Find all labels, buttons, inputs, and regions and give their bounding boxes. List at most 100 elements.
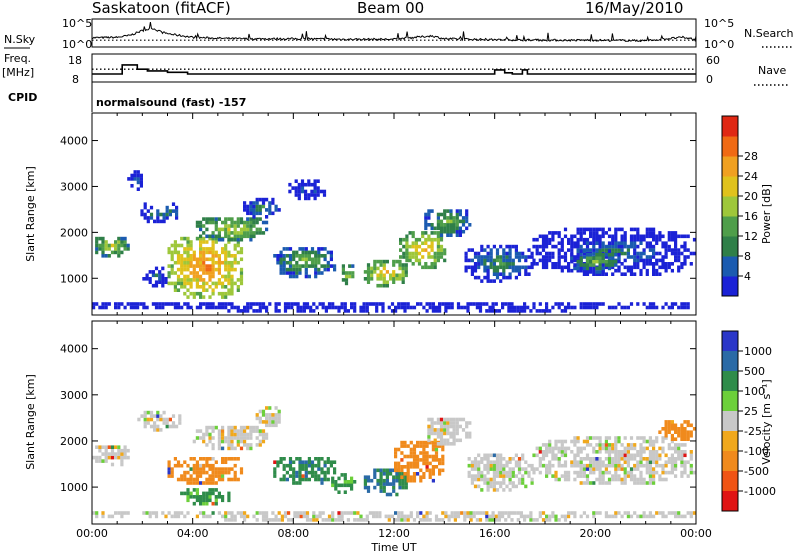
heatmap-cell	[636, 481, 640, 485]
heatmap-cell	[282, 474, 286, 478]
heatmap-cell	[686, 305, 690, 310]
heatmap-cell	[428, 468, 432, 473]
heatmap-cell	[227, 250, 231, 255]
heatmap-cell	[362, 518, 366, 522]
heatmap-cell	[236, 220, 240, 225]
heatmap-cell	[658, 457, 662, 461]
heatmap-cell	[629, 453, 634, 458]
heatmap-cell	[314, 250, 318, 255]
colorbar-tick-label: 25	[744, 405, 758, 418]
heatmap-cell	[221, 432, 225, 437]
heatmap-cell	[224, 291, 228, 296]
heatmap-cell	[385, 472, 389, 476]
heatmap-cell	[398, 475, 402, 479]
heatmap-cell	[589, 443, 593, 447]
heatmap-cell	[279, 477, 283, 482]
heatmap-cell	[455, 209, 459, 213]
heatmap-cell	[307, 196, 311, 201]
heatmap-cell	[495, 453, 500, 458]
heatmap-cell	[576, 266, 580, 271]
heatmap-cell	[258, 420, 262, 424]
heatmap-cell	[538, 258, 542, 263]
heatmap-cell	[149, 216, 154, 220]
heatmap-cell	[382, 472, 386, 476]
heatmap-cell	[670, 439, 674, 444]
heatmap-cell	[298, 271, 302, 275]
heatmap-cell	[214, 227, 218, 232]
heatmap-cell	[430, 421, 434, 425]
heatmap-cell	[486, 279, 490, 283]
heatmap-cell	[301, 477, 305, 482]
heatmap-cell	[592, 511, 596, 515]
heatmap-cell	[652, 460, 656, 464]
heatmap-cell	[614, 305, 618, 310]
heatmap-cell	[626, 244, 630, 249]
heatmap-cell	[480, 244, 484, 249]
heatmap-cell	[514, 248, 518, 252]
heatmap-cell	[645, 305, 649, 310]
heatmap-cell	[545, 262, 549, 266]
heatmap-cell	[607, 241, 612, 245]
heatmap-cell	[162, 219, 166, 224]
heatmap-cell	[317, 247, 321, 251]
heatmap-cell	[601, 463, 605, 468]
heatmap-cell	[592, 231, 596, 235]
heatmap-cell	[443, 216, 447, 220]
heatmap-cell	[202, 302, 206, 306]
heatmap-cell	[104, 305, 108, 310]
heatmap-cell	[403, 302, 407, 306]
heatmap-cell	[645, 244, 649, 249]
heatmap-cell	[585, 453, 590, 458]
heatmap-cell	[186, 488, 190, 492]
heatmap-cell	[431, 447, 435, 452]
heatmap-cell	[297, 186, 301, 190]
heatmap-cell	[425, 468, 429, 473]
heatmap-cell	[519, 511, 523, 515]
heatmap-cell	[265, 406, 269, 410]
heatmap-cell	[524, 460, 528, 464]
heatmap-cell	[652, 305, 656, 310]
heatmap-cell	[620, 227, 624, 232]
heatmap-cell	[470, 460, 474, 464]
heatmap-cell	[535, 446, 539, 451]
heatmap-cell	[246, 432, 250, 437]
heatmap-cell	[614, 244, 618, 249]
heatmap-cell	[120, 459, 124, 463]
heatmap-cell	[417, 258, 422, 263]
heatmap-cell	[387, 514, 391, 519]
heatmap-cell	[329, 460, 333, 464]
heatmap-cell	[661, 477, 665, 482]
heatmap-cell	[313, 196, 317, 201]
heatmap-cell	[362, 305, 366, 310]
heatmap-cell	[368, 302, 372, 306]
heatmap-cell	[227, 271, 231, 275]
heatmap-cell	[514, 474, 518, 478]
heatmap-cell	[661, 467, 665, 471]
heatmap-cell	[202, 439, 206, 444]
heatmap-cell	[431, 454, 435, 459]
heatmap-cell	[617, 450, 621, 454]
heatmap-cell	[120, 302, 124, 306]
heatmap-cell	[114, 452, 118, 456]
heatmap-cell	[427, 251, 431, 256]
heatmap-cell	[239, 432, 244, 437]
heatmap-cell	[548, 514, 552, 519]
heatmap-cell	[636, 234, 640, 239]
heatmap-cell	[501, 511, 505, 515]
heatmap-cell	[551, 511, 555, 515]
heatmap-cell	[589, 481, 593, 485]
heatmap-cell	[351, 274, 355, 279]
heatmap-cell	[224, 285, 228, 289]
heatmap-cell	[249, 446, 253, 451]
heatmap-cell	[483, 255, 487, 259]
heatmap-cell	[230, 260, 234, 265]
heatmap-cell	[517, 463, 522, 468]
heatmap-cell	[639, 446, 643, 451]
colorbar-tick-label: 500	[744, 365, 765, 378]
heatmap-cell	[252, 231, 256, 235]
heatmap-cell	[452, 435, 456, 439]
heatmap-cell	[560, 248, 564, 252]
heatmap-cell	[211, 257, 215, 262]
heatmap-cell	[382, 485, 386, 490]
heatmap-cell	[508, 248, 512, 252]
